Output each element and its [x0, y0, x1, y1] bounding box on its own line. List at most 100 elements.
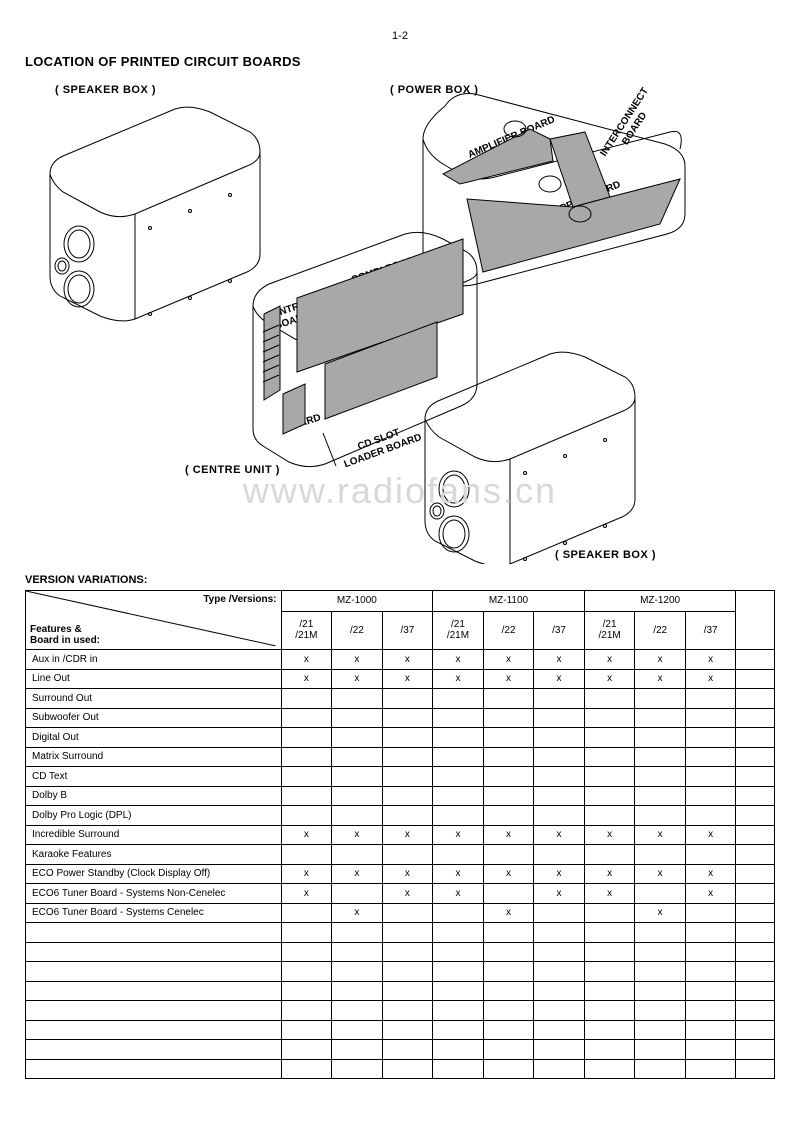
value-cell: [534, 767, 585, 787]
value-cell: [685, 942, 736, 962]
value-cell: [534, 981, 585, 1001]
page-container: 1-2 LOCATION OF PRINTED CIRCUIT BOARDS (…: [0, 0, 800, 1133]
table-row: Type /Versions: Features & Board in used…: [26, 591, 775, 612]
value-cell: [483, 1040, 534, 1060]
value-cell: [483, 767, 534, 787]
section-heading: LOCATION OF PRINTED CIRCUIT BOARDS: [25, 54, 775, 69]
subcol-header: /21 /21M: [433, 611, 484, 649]
blank-cell: [736, 747, 775, 767]
table-row: Karaoke Features: [26, 845, 775, 865]
value-cell: x: [281, 650, 332, 670]
value-cell: x: [534, 825, 585, 845]
value-cell: [433, 923, 484, 943]
value-cell: [584, 923, 635, 943]
blank-cell: [736, 806, 775, 826]
type-versions-label: Type /Versions:: [203, 594, 276, 605]
blank-cell: [736, 1001, 775, 1021]
table-row: [26, 942, 775, 962]
value-cell: [635, 1040, 686, 1060]
value-cell: [584, 1040, 635, 1060]
value-cell: x: [635, 650, 686, 670]
col-mz1200: MZ-1200: [584, 591, 736, 612]
subcol-header: /21 /21M: [584, 611, 635, 649]
value-cell: [635, 1059, 686, 1079]
value-cell: [483, 962, 534, 982]
value-cell: [382, 728, 433, 748]
value-cell: [483, 845, 534, 865]
table-row: Matrix Surround: [26, 747, 775, 767]
value-cell: x: [584, 884, 635, 904]
value-cell: [433, 1020, 484, 1040]
value-cell: [433, 786, 484, 806]
value-cell: [685, 728, 736, 748]
table-corner-cell: Type /Versions: Features & Board in used…: [26, 591, 282, 650]
value-cell: x: [281, 825, 332, 845]
value-cell: [534, 1059, 585, 1079]
table-row: [26, 923, 775, 943]
feature-cell: [26, 1040, 282, 1060]
value-cell: x: [281, 884, 332, 904]
value-cell: [534, 786, 585, 806]
value-cell: [635, 884, 686, 904]
value-cell: [281, 689, 332, 709]
value-cell: [281, 728, 332, 748]
value-cell: x: [685, 884, 736, 904]
value-cell: [433, 942, 484, 962]
value-cell: [635, 942, 686, 962]
value-cell: [433, 981, 484, 1001]
value-cell: x: [685, 864, 736, 884]
value-cell: [635, 728, 686, 748]
value-cell: [635, 845, 686, 865]
value-cell: [685, 981, 736, 1001]
blank-cell: [736, 1020, 775, 1040]
feature-cell: Line Out: [26, 669, 282, 689]
table-row: [26, 1059, 775, 1079]
value-cell: x: [635, 903, 686, 923]
value-cell: [332, 728, 383, 748]
blank-cell: [736, 825, 775, 845]
table-row: ECO Power Standby (Clock Display Off)xxx…: [26, 864, 775, 884]
value-cell: [332, 981, 383, 1001]
table-row: [26, 962, 775, 982]
value-cell: [685, 903, 736, 923]
value-cell: [635, 962, 686, 982]
feature-cell: [26, 923, 282, 943]
feature-cell: Dolby B: [26, 786, 282, 806]
value-cell: [483, 747, 534, 767]
value-cell: [635, 1001, 686, 1021]
value-cell: [584, 767, 635, 787]
value-cell: x: [483, 650, 534, 670]
value-cell: [534, 923, 585, 943]
value-cell: x: [483, 864, 534, 884]
blank-cell: [736, 903, 775, 923]
table-row: Dolby B: [26, 786, 775, 806]
value-cell: [281, 1040, 332, 1060]
value-cell: [433, 903, 484, 923]
value-cell: [635, 923, 686, 943]
value-cell: x: [332, 669, 383, 689]
blank-cell: [736, 845, 775, 865]
value-cell: x: [433, 650, 484, 670]
value-cell: [332, 923, 383, 943]
feature-cell: Digital Out: [26, 728, 282, 748]
value-cell: [382, 689, 433, 709]
blank-cell: [736, 864, 775, 884]
blank-cell: [736, 884, 775, 904]
value-cell: x: [635, 825, 686, 845]
blank-cell: [736, 1059, 775, 1079]
value-cell: [382, 747, 433, 767]
value-cell: x: [382, 669, 433, 689]
value-cell: x: [584, 650, 635, 670]
value-cell: [534, 962, 585, 982]
value-cell: [584, 689, 635, 709]
value-cell: x: [685, 650, 736, 670]
value-cell: x: [584, 825, 635, 845]
value-cell: [433, 845, 484, 865]
value-cell: [685, 845, 736, 865]
value-cell: [483, 942, 534, 962]
value-cell: [382, 1001, 433, 1021]
value-cell: [584, 962, 635, 982]
value-cell: [534, 1020, 585, 1040]
value-cell: [332, 1020, 383, 1040]
value-cell: [635, 747, 686, 767]
